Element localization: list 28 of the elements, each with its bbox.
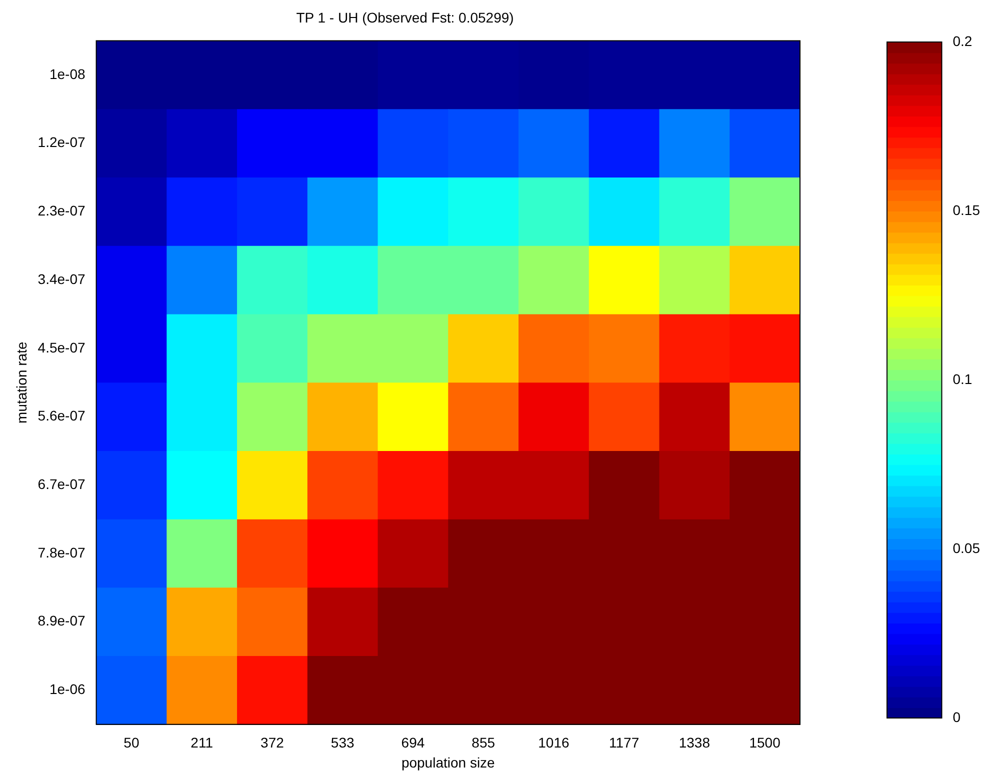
x-tick-label: 855 — [472, 734, 496, 751]
y-tick-label: 1e-08 — [49, 66, 86, 82]
y-tick-label: 7.8e-07 — [38, 544, 86, 560]
x-tick-label: 372 — [260, 734, 284, 751]
color-bar-label: 0.1 — [952, 370, 972, 387]
chart-title: TP 1 - UH (Observed Fst: 0.05299) — [296, 9, 514, 26]
y-tick-label: 3.4e-07 — [38, 270, 86, 287]
x-tick-label: 1500 — [749, 734, 781, 751]
y-tick-label: 8.9e-07 — [38, 612, 86, 629]
color-bar-label: 0.15 — [952, 202, 980, 218]
x-tick-label: 1338 — [678, 734, 710, 751]
x-tick-label: 1177 — [609, 734, 640, 751]
y-axis-title: mutation rate — [13, 342, 30, 424]
x-tick-label: 211 — [190, 734, 214, 751]
y-tick-label: 1e-06 — [49, 681, 86, 698]
x-tick-label: 533 — [330, 734, 354, 751]
y-tick-label: 1.2e-07 — [38, 134, 86, 150]
y-tick-label: 2.3e-07 — [38, 202, 86, 219]
x-axis-title: population size — [401, 754, 496, 770]
y-tick-label: 5.6e-07 — [38, 408, 86, 424]
color-bar-label: 0 — [952, 708, 961, 725]
x-tick-label: 1016 — [538, 734, 570, 751]
y-tick-label: 4.5e-07 — [38, 339, 86, 356]
color-bar-label: 0.05 — [952, 540, 980, 556]
x-tick-label: 694 — [401, 734, 425, 751]
color-bar-label: 0.2 — [952, 32, 972, 49]
y-tick-label: 6.7e-07 — [38, 476, 86, 492]
x-tick-label: 50 — [124, 734, 140, 751]
